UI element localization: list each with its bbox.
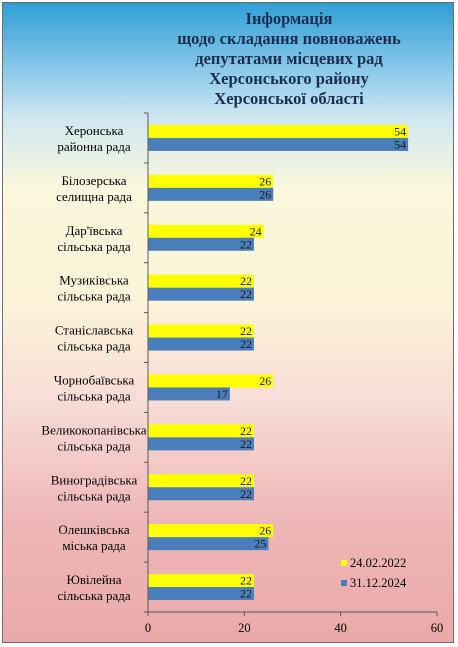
data-label: 22 bbox=[240, 424, 252, 438]
x-tick-label: 60 bbox=[431, 621, 444, 635]
category-label: сільська рада bbox=[57, 388, 131, 403]
data-label: 22 bbox=[240, 487, 252, 501]
data-label: 54 bbox=[394, 137, 406, 151]
legend-label: 24.02.2022 bbox=[350, 556, 406, 570]
bar-31.12.2024[interactable] bbox=[148, 437, 254, 451]
category-label: сільська рада bbox=[57, 438, 131, 453]
bar-24.02.2022[interactable] bbox=[148, 274, 254, 288]
bar-24.02.2022[interactable] bbox=[148, 424, 254, 438]
category-label: Чорнобаївська bbox=[54, 372, 135, 387]
category-label: Олешківська bbox=[58, 522, 129, 537]
category-label: Музиківська bbox=[59, 273, 129, 288]
category-label: Дар'ївська bbox=[66, 223, 123, 238]
bar-24.02.2022[interactable] bbox=[148, 124, 409, 138]
data-label: 24 bbox=[250, 224, 262, 238]
category-label: селищна рада bbox=[56, 189, 132, 204]
bar-31.12.2024[interactable] bbox=[148, 237, 254, 251]
data-label: 22 bbox=[240, 324, 252, 338]
data-label: 22 bbox=[240, 587, 252, 601]
bar-24.02.2022[interactable] bbox=[148, 324, 254, 338]
data-label: 54 bbox=[394, 124, 406, 138]
bar-31.12.2024[interactable] bbox=[148, 587, 254, 601]
category-label: сільська рада bbox=[57, 289, 131, 304]
data-label: 22 bbox=[240, 574, 252, 588]
category-label: Ювілейна bbox=[66, 572, 121, 587]
data-label: 22 bbox=[240, 274, 252, 288]
data-label: 26 bbox=[259, 174, 271, 188]
x-tick-label: 0 bbox=[145, 621, 151, 635]
data-label: 22 bbox=[240, 474, 252, 488]
data-label: 26 bbox=[259, 524, 271, 538]
bar-24.02.2022[interactable] bbox=[148, 524, 274, 538]
chart-title-line: Інформація bbox=[246, 9, 333, 28]
data-label: 22 bbox=[240, 437, 252, 451]
bar-24.02.2022[interactable] bbox=[148, 374, 274, 388]
category-label: Білозерська bbox=[61, 173, 126, 188]
category-label: Херонська bbox=[65, 123, 124, 138]
category-label: сільська рада bbox=[57, 339, 131, 354]
data-label: 22 bbox=[240, 337, 252, 351]
chart-title-line: Херсонської області bbox=[214, 89, 364, 108]
category-label: Виноградівська bbox=[51, 472, 138, 487]
data-label: 22 bbox=[240, 237, 252, 251]
x-tick-label: 40 bbox=[334, 621, 347, 635]
bar-24.02.2022[interactable] bbox=[148, 174, 274, 188]
bar-31.12.2024[interactable] bbox=[148, 287, 254, 301]
data-label: 26 bbox=[259, 187, 271, 201]
category-label: Станіславська bbox=[55, 323, 134, 338]
data-label: 17 bbox=[216, 387, 228, 401]
chart-title-line: щодо складання повноважень bbox=[177, 29, 401, 48]
legend-label: 31.12.2024 bbox=[350, 576, 407, 590]
data-label: 26 bbox=[259, 374, 271, 388]
category-label: сільська рада bbox=[57, 488, 131, 503]
category-label: сільська рада bbox=[57, 588, 131, 603]
bar-31.12.2024[interactable] bbox=[148, 487, 254, 501]
data-label: 25 bbox=[254, 537, 266, 551]
chart-title-line: депутатами місцевих рад bbox=[195, 49, 383, 68]
x-tick-label: 20 bbox=[238, 621, 251, 635]
category-label: Великокопанівська bbox=[41, 422, 146, 437]
bar-31.12.2024[interactable] bbox=[148, 137, 409, 151]
category-label: міська рада bbox=[62, 538, 126, 553]
category-label: районна рада bbox=[57, 139, 131, 154]
data-label: 22 bbox=[240, 287, 252, 301]
bar-31.12.2024[interactable] bbox=[148, 387, 230, 401]
category-label: сільська рада bbox=[57, 239, 131, 254]
bar-24.02.2022[interactable] bbox=[148, 574, 254, 588]
chart-frame: Інформація щодо складання повноважень депу… bbox=[2, 2, 454, 643]
bar-31.12.2024[interactable] bbox=[148, 337, 254, 351]
bar-31.12.2024[interactable] bbox=[148, 187, 274, 201]
legend-swatch-24.02.2022 bbox=[341, 560, 347, 566]
chart-title-line: Херсонського району bbox=[209, 69, 369, 88]
bar-31.12.2024[interactable] bbox=[148, 537, 269, 551]
bar-24.02.2022[interactable] bbox=[148, 224, 264, 238]
legend-swatch-31.12.2024 bbox=[341, 580, 347, 586]
bar-24.02.2022[interactable] bbox=[148, 474, 254, 488]
